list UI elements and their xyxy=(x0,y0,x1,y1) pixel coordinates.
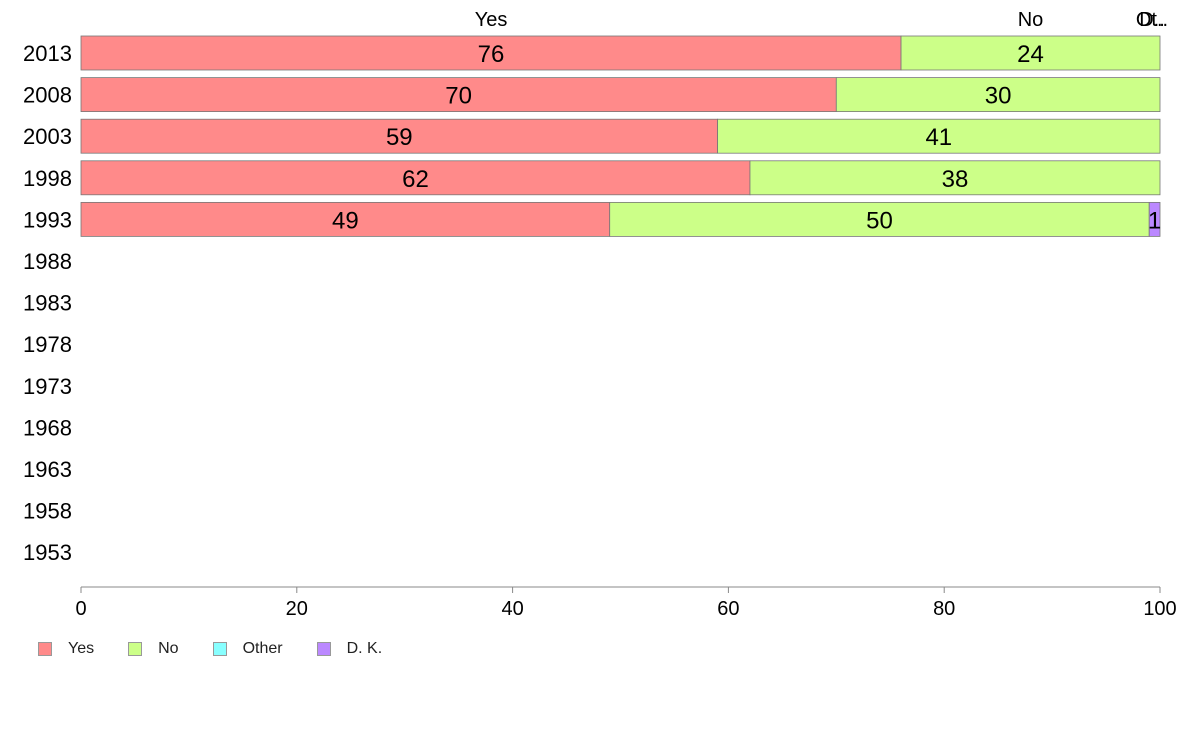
y-tick-label: 1978 xyxy=(23,332,72,357)
y-tick-label: 1973 xyxy=(23,374,72,399)
bar-segment xyxy=(80,118,719,154)
x-tick-label: 60 xyxy=(717,598,739,620)
top-label-d-k-: D.. xyxy=(1139,9,1165,31)
legend-swatch xyxy=(38,642,52,656)
legend-label: No xyxy=(158,640,179,657)
top-label-other: Ot.. xyxy=(1136,9,1168,31)
bar-segment xyxy=(1148,201,1161,237)
top-label-yes: Yes xyxy=(475,9,508,31)
y-tick-label: 1958 xyxy=(23,499,72,524)
legend-swatch xyxy=(128,642,143,656)
y-tick-label: 1993 xyxy=(23,207,72,232)
x-tick-label: 100 xyxy=(1143,598,1176,620)
data-label: 50 xyxy=(866,207,893,234)
y-tick-label: 1988 xyxy=(23,249,72,274)
bar-segment xyxy=(80,160,751,196)
y-tick-label: 1963 xyxy=(23,457,72,482)
legend-item: No xyxy=(128,640,179,658)
y-tick-label: 2008 xyxy=(23,83,72,108)
x-tick-label: 80 xyxy=(933,598,955,620)
y-tick-label: 1983 xyxy=(23,291,72,316)
data-label: 30 xyxy=(985,83,1012,110)
legend-item: Yes xyxy=(38,640,94,658)
bar-segment xyxy=(717,118,1161,154)
legend-label: Other xyxy=(242,640,283,657)
x-tick-label: 20 xyxy=(286,598,308,620)
legend-swatch xyxy=(316,642,331,656)
stacked-bar-chart: Yes No Ot..D.. 2013 76 24 2008 70 30 2003 59 41 1998… xyxy=(23,9,1177,620)
bar-segment xyxy=(609,201,1150,237)
data-label: 62 xyxy=(402,166,429,193)
legend-item: D. K. xyxy=(316,640,383,658)
legend: Yes No Other D. K. xyxy=(38,640,416,658)
legend-swatch xyxy=(212,642,227,656)
bar-segment xyxy=(80,201,611,237)
x-tick-label: 0 xyxy=(75,598,86,620)
legend-label: Yes xyxy=(68,640,95,657)
data-label: 70 xyxy=(445,83,472,110)
legend-label: D. K. xyxy=(346,640,383,657)
y-tick-label: 2003 xyxy=(23,124,72,149)
bar-segment xyxy=(835,77,1161,112)
y-tick-label: 1953 xyxy=(23,540,72,565)
y-tick-label: 1998 xyxy=(23,166,72,191)
top-label-no: No xyxy=(1018,9,1044,31)
data-label: 41 xyxy=(925,124,952,151)
data-label: 49 xyxy=(332,207,359,234)
y-tick-label: 2013 xyxy=(23,41,72,66)
data-label: 38 xyxy=(942,166,969,193)
bar-segment xyxy=(900,35,1161,71)
y-tick-label: 1968 xyxy=(23,415,72,440)
bar-segment xyxy=(749,160,1161,196)
data-label: 24 xyxy=(1017,41,1044,68)
data-label: 76 xyxy=(478,41,505,68)
data-label: 59 xyxy=(386,124,413,151)
x-tick-label: 40 xyxy=(501,598,523,620)
legend-item: Other xyxy=(212,640,283,658)
data-label: 1 xyxy=(1148,207,1161,234)
